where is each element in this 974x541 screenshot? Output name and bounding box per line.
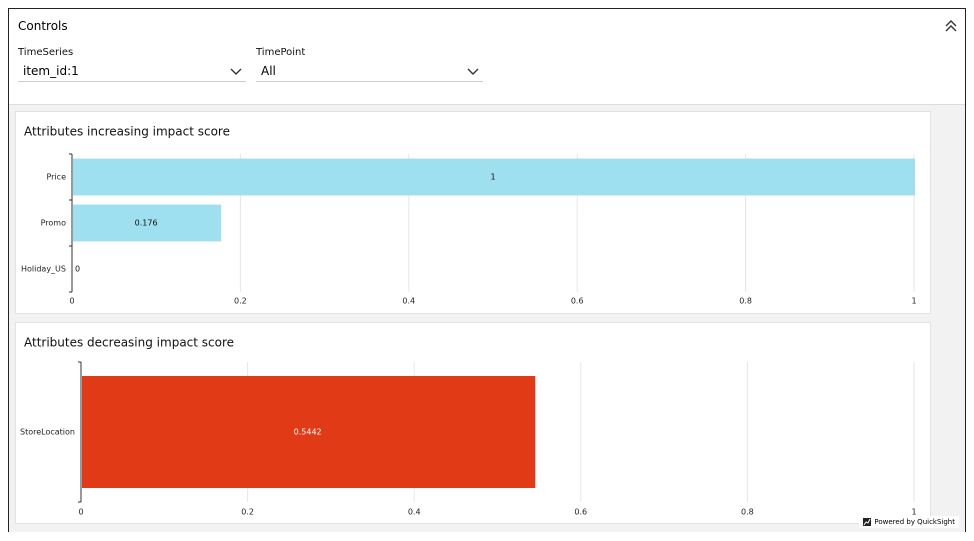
- x-tick-label: 0.2: [241, 508, 254, 517]
- y-tick-label: Price: [46, 173, 66, 182]
- data-label: 0.176: [135, 219, 158, 228]
- filter-label: TimePoint: [256, 47, 306, 58]
- chart: Attributes increasing impact score 0 0.2 0.…: [21, 125, 917, 306]
- x-tick-label: 1: [911, 508, 916, 517]
- x-tick-label: 0.8: [739, 297, 752, 306]
- data-label: 0: [75, 265, 80, 274]
- x-tick-label: 0.4: [402, 297, 415, 306]
- x-tick-label: 1: [911, 297, 916, 306]
- dropdown[interactable]: All: [256, 61, 483, 82]
- dashboard: Controls TimeSeries item_id:1 TimePoint …: [8, 8, 966, 532]
- y-tick-label: Promo: [41, 219, 66, 228]
- chart-panel: Attributes increasing impact score 0 0.2 0.…: [15, 111, 931, 314]
- footer-text: Powered by QuickSight: [874, 518, 955, 526]
- bar: [73, 204, 222, 242]
- dropdown-arrow: [230, 68, 242, 75]
- y-tick-label: StoreLocation: [20, 428, 75, 437]
- filter-label: TimeSeries: [18, 47, 74, 58]
- x-tick-label: 0.4: [408, 508, 421, 517]
- x-tick-label: 0: [78, 508, 83, 517]
- sheet: Attributes increasing impact score 0 0.2 0.…: [9, 104, 965, 532]
- x-tick-label: 0.6: [571, 297, 584, 306]
- x-tick-label: 0: [69, 297, 74, 306]
- x-tick-label: 0.8: [741, 508, 754, 517]
- logo: [863, 518, 872, 526]
- data-label: 1: [490, 173, 495, 182]
- dropdown-value: All: [261, 64, 276, 78]
- chart-title: Attributes decreasing impact score: [24, 336, 234, 350]
- data-label: 0.5442: [294, 428, 322, 437]
- controls-title: Controls: [18, 19, 68, 33]
- bar: [82, 376, 536, 488]
- dropdown-value: item_id:1: [23, 64, 79, 78]
- x-tick-label: 0.6: [574, 508, 587, 517]
- y-tick-label: Holiday_US: [21, 265, 66, 274]
- x-tick-label: 0.2: [234, 297, 247, 306]
- bar: [73, 158, 915, 196]
- chart: Attributes decreasing impact score 0 0.2 0.…: [20, 336, 917, 517]
- dropdown[interactable]: item_id:1: [18, 61, 246, 82]
- chart-title: Attributes increasing impact score: [24, 125, 230, 139]
- collapse-button[interactable]: [944, 20, 958, 32]
- dropdown-arrow: [467, 68, 479, 75]
- footer: Powered by QuickSight: [859, 516, 959, 528]
- chart-panel: Attributes decreasing impact score 0 0.2 0.…: [15, 322, 931, 524]
